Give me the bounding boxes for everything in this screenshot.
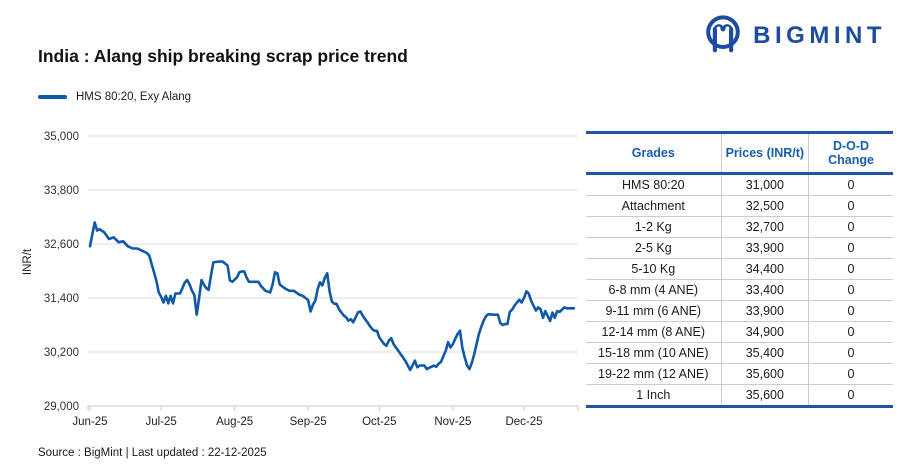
- grade-cell: 5-10 Kg: [586, 258, 722, 280]
- table-row: 12-14 mm (8 ANE) 34,900 0: [586, 321, 893, 343]
- bigmint-logo-text: BIGMINT: [753, 22, 886, 49]
- price-cell: 35,400: [720, 342, 809, 364]
- dod-change-cell: 0: [808, 216, 893, 238]
- series-line-hms-8020: [88, 221, 576, 372]
- table-row: 9-11 mm (6 ANE) 33,900 0: [586, 300, 893, 322]
- column-header-dod-change: D-O-D Change: [808, 131, 893, 175]
- dod-change-cell: 0: [808, 258, 893, 280]
- x-tick-label: Jul-25: [145, 416, 176, 428]
- grade-cell: 9-11 mm (6 ANE): [586, 300, 722, 322]
- dod-change-cell: 0: [808, 321, 893, 343]
- grade-cell: 1 Inch: [586, 384, 722, 408]
- legend-line-swatch: [38, 95, 67, 99]
- x-tick-label: Dec-25: [505, 416, 542, 428]
- table-row: 2-5 Kg 33,900 0: [586, 237, 893, 259]
- price-cell: 35,600: [720, 384, 809, 408]
- dod-change-cell: 0: [808, 363, 893, 385]
- price-table: Grades Prices (INR/t) D-O-D Change HMS 8…: [586, 131, 893, 408]
- grade-cell: 1-2 Kg: [586, 216, 722, 238]
- grade-cell: HMS 80:20: [586, 173, 722, 196]
- grade-cell: Attachment: [586, 195, 722, 217]
- table-row: Attachment 32,500 0: [586, 195, 893, 217]
- table-row: 15-18 mm (10 ANE) 35,400 0: [586, 342, 893, 364]
- bigmint-logo-icon: [706, 15, 740, 53]
- y-tick-label: 33,800: [44, 185, 79, 197]
- grade-cell: 6-8 mm (4 ANE): [586, 279, 722, 301]
- page-title: India : Alang ship breaking scrap price …: [38, 46, 408, 66]
- price-cell: 31,000: [720, 173, 809, 196]
- dod-change-cell: 0: [808, 173, 893, 196]
- x-tick-label: Jun-25: [72, 416, 107, 428]
- dod-change-cell: 0: [808, 279, 893, 301]
- dod-change-cell: 0: [808, 384, 893, 408]
- table-row: 1 Inch 35,600 0: [586, 384, 893, 408]
- table-row: 5-10 Kg 34,400 0: [586, 258, 893, 280]
- table-row: 1-2 Kg 32,700 0: [586, 216, 893, 238]
- grade-cell: 12-14 mm (8 ANE): [586, 321, 722, 343]
- price-cell: 34,900: [720, 321, 809, 343]
- y-tick-label: 29,000: [44, 401, 79, 413]
- price-cell: 33,900: [720, 237, 809, 259]
- y-tick-label: 30,200: [44, 347, 79, 359]
- source-text: Source : BigMint | Last updated : 22-12-…: [38, 447, 267, 459]
- price-cell: 32,500: [720, 195, 809, 217]
- grade-cell: 15-18 mm (10 ANE): [586, 342, 722, 364]
- dod-change-cell: 0: [808, 342, 893, 364]
- dod-change-cell: 0: [808, 300, 893, 322]
- y-tick-label: 31,400: [44, 293, 79, 305]
- chart-legend: HMS 80:20, Exy Alang: [38, 91, 191, 103]
- dod-change-cell: 0: [808, 195, 893, 217]
- table-row: 6-8 mm (4 ANE) 33,400 0: [586, 279, 893, 301]
- legend-series-label: HMS 80:20, Exy Alang: [76, 91, 192, 103]
- table-row: 19-22 mm (12 ANE) 35,600 0: [586, 363, 893, 385]
- price-cell: 35,600: [720, 363, 809, 385]
- x-tick-label: Oct-25: [362, 416, 397, 428]
- price-cell: 32,700: [720, 216, 809, 238]
- table-row: HMS 80:20 31,000 0: [586, 173, 893, 196]
- column-header-grades: Grades: [586, 131, 722, 175]
- price-cell: 33,400: [720, 279, 809, 301]
- column-header-prices: Prices (INR/t): [720, 131, 809, 175]
- dod-change-cell: 0: [808, 237, 893, 259]
- bigmint-logo: BIGMINT: [702, 14, 886, 58]
- price-cell: 33,900: [720, 300, 809, 322]
- x-tick-label: Aug-25: [216, 416, 253, 428]
- grade-cell: 19-22 mm (12 ANE): [586, 363, 722, 385]
- price-table-header-row: Grades Prices (INR/t) D-O-D Change: [586, 131, 893, 175]
- x-tick-label: Nov-25: [434, 416, 471, 428]
- y-tick-label: 32,600: [44, 239, 79, 251]
- grade-cell: 2-5 Kg: [586, 237, 722, 259]
- x-tick-label: Sep-25: [290, 416, 327, 428]
- price-cell: 34,400: [720, 258, 809, 280]
- price-table-body: HMS 80:20 31,000 0 Attachment 32,500 0 1-2 Kg 3…: [586, 173, 893, 408]
- y-tick-label: 35,000: [44, 131, 79, 143]
- price-trend-chart: 35,000 33,800 32,600 31,400 30,200 29,000 Jun-…: [44, 131, 579, 428]
